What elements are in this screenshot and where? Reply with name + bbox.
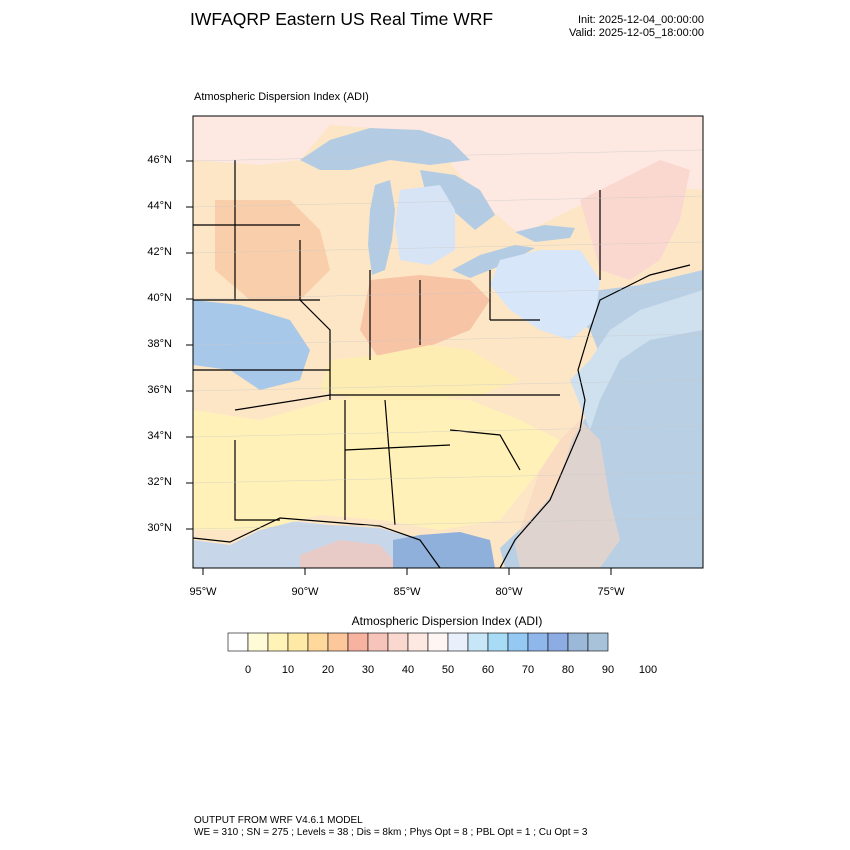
lat-label-42: 42°N — [147, 246, 172, 258]
colorbar-swatch — [467, 632, 489, 652]
legend-label: 30 — [361, 664, 375, 676]
lon-label-80: 80°W — [495, 586, 523, 598]
lat-label-40: 40°N — [147, 292, 172, 304]
field-label: Atmospheric Dispersion Index (ADI) — [194, 91, 369, 103]
colorbar-swatch — [507, 632, 529, 652]
colorbar-swatch — [427, 632, 449, 652]
init-time: Init: 2025-12-04_00:00:00 — [578, 14, 704, 26]
lat-label-46: 46°N — [147, 154, 172, 166]
lon-label-90: 90°W — [291, 586, 319, 598]
south-yellow-region — [193, 395, 560, 530]
legend-label: 60 — [481, 664, 495, 676]
colorbar-swatch — [447, 632, 469, 652]
lake-huron — [420, 170, 495, 230]
lon-ticks — [202, 568, 612, 575]
legend-label: 80 — [561, 664, 575, 676]
colorbar — [227, 632, 609, 652]
canada-region — [193, 116, 703, 235]
gulf-warm-patch — [300, 540, 400, 568]
legend-label: 10 — [281, 664, 295, 676]
colorbar-swatch — [247, 632, 269, 652]
state-borders — [193, 160, 601, 526]
lake-ontario — [515, 225, 575, 242]
ocean-warm-band — [515, 420, 620, 568]
lat-label-44: 44°N — [147, 200, 172, 212]
lat-label-34: 34°N — [147, 430, 172, 442]
new-england-region — [580, 160, 690, 280]
west-blue-region — [193, 300, 310, 390]
east-coastline — [499, 264, 691, 568]
colorbar-swatch — [527, 632, 549, 652]
northeast-blue-region — [490, 250, 600, 340]
atlantic-ocean — [500, 270, 703, 568]
legend-label: 0 — [244, 664, 252, 676]
legend-label: 50 — [441, 664, 455, 676]
colorbar-swatch — [567, 632, 589, 652]
map-title: IWFAQRP Eastern US Real Time WRF — [190, 9, 494, 29]
lat-label-36: 36°N — [147, 384, 172, 396]
lon-label-85: 85°W — [393, 586, 421, 598]
colorbar-swatch — [287, 632, 309, 652]
legend-label: 40 — [401, 664, 415, 676]
gulf-coastline — [193, 517, 441, 568]
colorbar-swatch — [347, 632, 369, 652]
colorbar-swatch — [227, 632, 249, 652]
florida-blue-region — [393, 532, 495, 568]
colorbar-swatch — [387, 632, 409, 652]
graticule — [193, 149, 703, 530]
colorbar-swatch — [367, 632, 389, 652]
model-footer-line2: WE = 310 ; SN = 275 ; Levels = 38 ; Dis … — [194, 827, 588, 838]
valid-time: Valid: 2025-12-05_18:00:00 — [569, 27, 704, 39]
map-field — [193, 116, 703, 568]
lat-ticks — [186, 160, 193, 530]
colorbar-swatch — [267, 632, 289, 652]
lake-erie — [452, 245, 535, 278]
colorbar-swatch — [547, 632, 569, 652]
map-frame — [192, 115, 704, 569]
lon-label-95: 95°W — [189, 586, 217, 598]
lat-label-32: 32°N — [147, 476, 172, 488]
colorbar-swatch — [307, 632, 329, 652]
legend-label: 70 — [521, 664, 535, 676]
colorbar-swatch — [587, 632, 609, 652]
lon-label-75: 75°W — [597, 586, 625, 598]
lake-michigan — [368, 180, 395, 275]
lat-label-38: 38°N — [147, 338, 172, 350]
colorbar-swatch — [487, 632, 509, 652]
legend-label: 20 — [321, 664, 335, 676]
michigan-region — [395, 185, 455, 265]
ocean-light-band — [570, 290, 703, 430]
colorbar-swatch — [327, 632, 349, 652]
legend-title: Atmospheric Dispersion Index (ADI) — [351, 614, 543, 628]
model-footer-line1: OUTPUT FROM WRF V4.6.1 MODEL — [194, 815, 363, 826]
midwest-salmon-region — [360, 275, 490, 360]
colorbar-swatch — [407, 632, 429, 652]
legend-label: 90 — [601, 664, 615, 676]
lake-superior — [300, 128, 470, 170]
lat-label-30: 30°N — [147, 522, 172, 534]
legend-label: 100 — [638, 664, 658, 676]
